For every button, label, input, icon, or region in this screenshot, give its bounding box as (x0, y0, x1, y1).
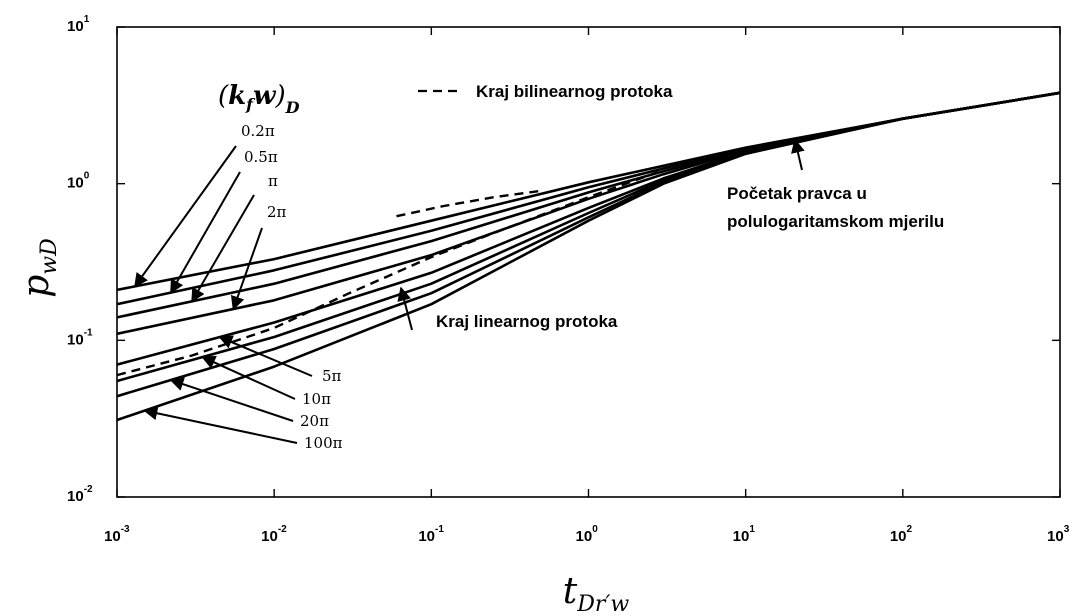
y-tick-label: 10-2 (67, 484, 93, 505)
annotation-semilog-start-2: polulogaritamskom mjerilu (727, 212, 944, 231)
x-tick-label: 103 (1047, 524, 1070, 545)
parameter-value-label-4: 5π (322, 367, 342, 385)
parameter-value-label-1: 0.5π (244, 148, 278, 166)
y-axis-tick-labels: 10-2 10-1 100 101 (67, 14, 93, 505)
arrow-end-linear (397, 286, 413, 331)
parameter-value-labels: 0.2π 0.5π π 2π 5π 10π 20π 100π (241, 122, 343, 452)
parameter-arrow-5 (201, 355, 296, 400)
parameter-arrow-4 (218, 335, 313, 377)
parameter-arrow-6 (169, 377, 294, 422)
x-axis-label: tDr′w (563, 571, 630, 616)
series-line-7 (116, 91, 1061, 422)
parameter-arrow-0 (134, 145, 237, 288)
y-tick-label: 100 (67, 171, 90, 192)
parameter-value-label-7: 100π (304, 434, 343, 452)
annotation-end-linear: Kraj linearnog protoka (436, 312, 618, 331)
x-tick-label: 100 (576, 524, 599, 545)
arrow-semilog-start (791, 138, 805, 171)
y-axis-ticks (117, 26, 1060, 498)
end-bilinear-upper (396, 189, 542, 218)
parameter-arrow-3 (230, 227, 263, 311)
annotation-semilog-start-1: Početak pravca u (727, 184, 867, 203)
x-tick-label: 10-1 (418, 524, 444, 545)
x-tick-label: 101 (733, 524, 756, 545)
parameter-value-label-2: π (268, 172, 278, 190)
parameter-value-label-5: 10π (302, 390, 331, 408)
series-lines (116, 91, 1061, 422)
x-axis-tick-labels: 10-3 10-2 10-1 100 101 102 103 (104, 524, 1070, 545)
end-bilinear-curve (116, 168, 664, 377)
parameter-arrow-2 (191, 194, 255, 303)
parameter-value-label-0: 0.2π (241, 122, 275, 140)
parameter-label: (kfw)D (218, 81, 300, 117)
y-tick-label: 10-1 (67, 327, 93, 348)
y-axis-label: pwD (16, 238, 62, 298)
parameter-arrow-1 (169, 171, 241, 294)
x-tick-label: 102 (890, 524, 913, 545)
y-tick-label: 101 (67, 14, 90, 35)
x-tick-label: 10-3 (104, 524, 130, 545)
x-tick-label: 10-2 (261, 524, 287, 545)
parameter-arrow-7 (143, 406, 298, 444)
legend-label: Kraj bilinearnog protoka (476, 82, 673, 101)
parameter-value-label-6: 20π (300, 412, 329, 430)
x-axis-ticks (116, 27, 1061, 497)
end-bilinear-lines (116, 168, 664, 377)
parameter-value-label-3: 2π (267, 203, 287, 221)
parameter-arrows (134, 145, 313, 444)
